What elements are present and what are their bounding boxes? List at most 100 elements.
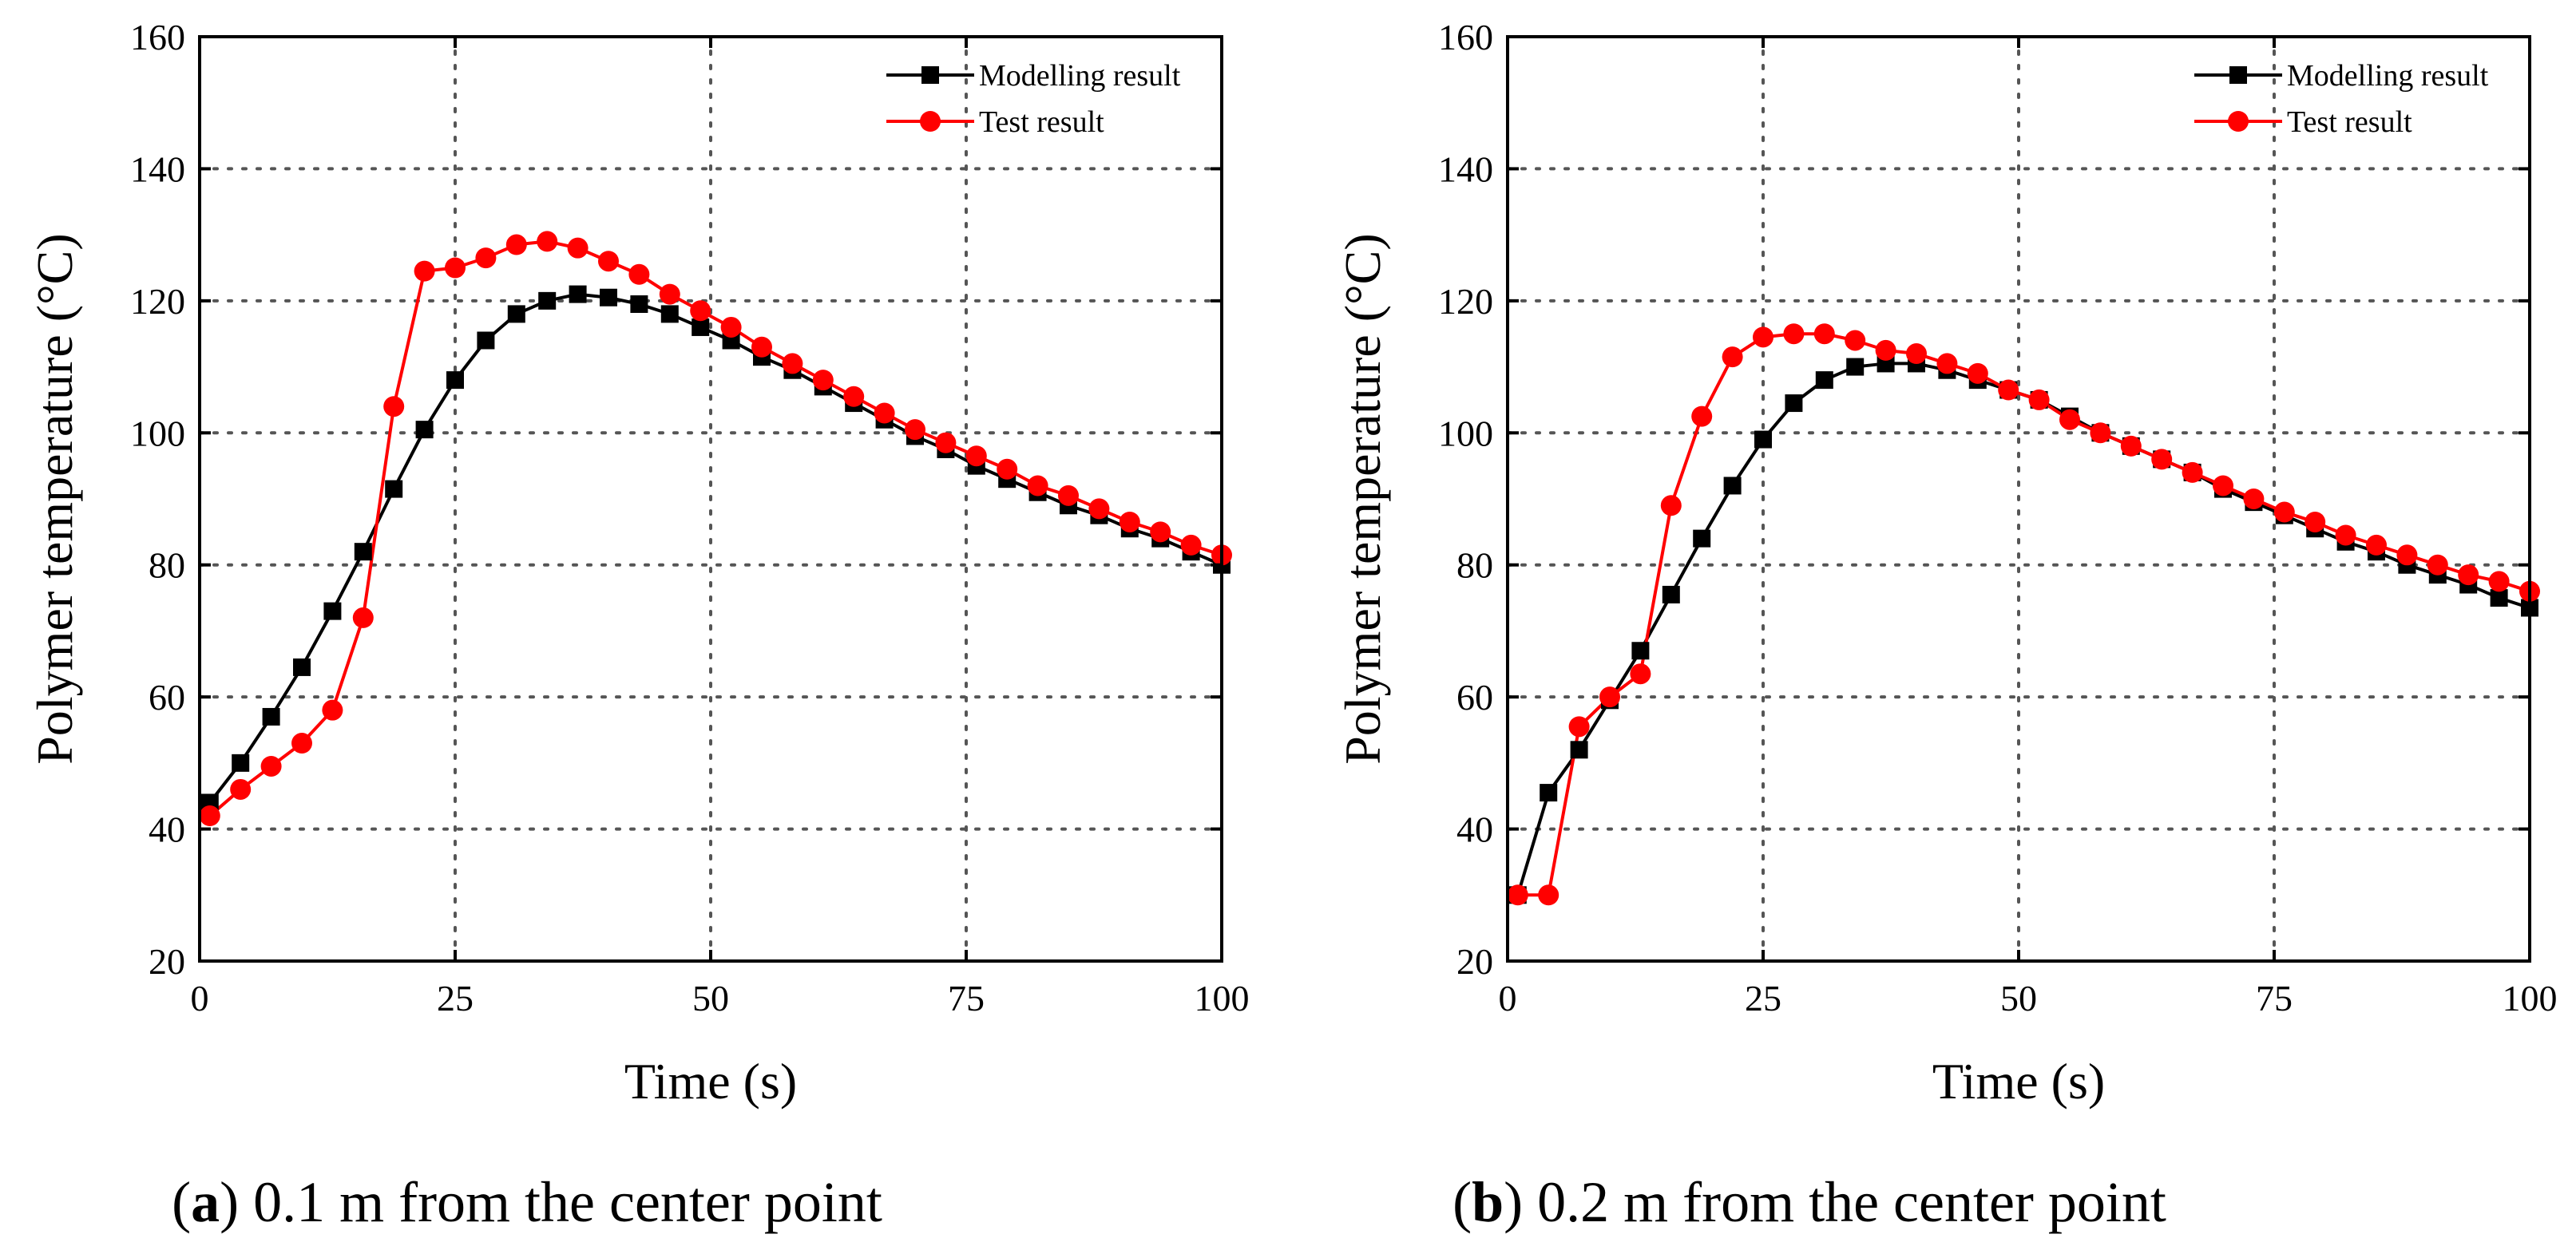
data-point — [2305, 511, 2326, 532]
data-point — [1845, 330, 1866, 351]
data-point — [812, 370, 834, 391]
x-axis-label: Time (s) — [1932, 1053, 2105, 1110]
data-point — [2273, 501, 2295, 523]
y-tick-label: 80 — [1456, 545, 1493, 586]
data-point — [291, 733, 312, 754]
data-point — [1936, 353, 1958, 374]
data-point — [965, 445, 987, 467]
data-point — [262, 707, 280, 726]
y-tick-label: 160 — [1438, 17, 1493, 57]
data-point — [1630, 663, 1651, 685]
gridlines — [1506, 35, 2531, 963]
y-axis-label: Polymer temperature (°C) — [1334, 233, 1391, 764]
data-point — [199, 805, 220, 827]
data-point — [1754, 430, 1772, 449]
data-point — [1180, 534, 1202, 556]
y-tick-label: 20 — [149, 941, 185, 982]
caption-a-text: 0.1 m from the center point — [239, 1170, 882, 1234]
data-point — [322, 699, 343, 721]
data-point — [782, 353, 803, 374]
data-point — [446, 371, 464, 390]
data-point — [1660, 495, 1682, 516]
series-markers-1 — [1507, 323, 2540, 906]
data-point — [2458, 564, 2479, 586]
data-point — [1631, 642, 1650, 660]
data-point — [1119, 511, 1140, 532]
caption-a: (a) 0.1 m from the center point — [172, 1170, 882, 1234]
x-tick-label: 100 — [1195, 978, 1250, 1019]
data-point — [843, 386, 865, 407]
data-point — [1058, 485, 1079, 506]
x-tick-label: 0 — [1499, 978, 1517, 1019]
x-tick-label: 75 — [948, 978, 985, 1019]
x-tick-label: 0 — [191, 978, 209, 1019]
data-point — [1570, 741, 1588, 759]
legend-marker-0 — [921, 66, 939, 84]
data-point — [414, 260, 435, 282]
series-markers-1 — [199, 231, 1232, 827]
data-point — [2213, 475, 2233, 496]
y-axis-label: Polymer temperature (°C) — [26, 233, 83, 764]
data-point — [1967, 362, 1988, 384]
data-point — [475, 247, 497, 269]
data-point — [1783, 323, 1805, 345]
data-point — [1906, 343, 1927, 365]
data-point — [567, 237, 589, 259]
data-point — [505, 234, 527, 255]
data-point — [600, 288, 617, 307]
data-point — [415, 421, 434, 439]
x-tick-label: 50 — [2000, 978, 2037, 1019]
data-point — [354, 543, 372, 561]
caption-b-text: 0.2 m from the center point — [1523, 1170, 2166, 1234]
data-point — [1723, 477, 1742, 495]
data-point — [1693, 529, 1711, 548]
data-point — [569, 285, 587, 303]
y-tick-label: 120 — [1438, 281, 1493, 322]
series-line-1 — [208, 239, 1223, 817]
caption-b-letter: b — [1472, 1170, 1504, 1234]
data-point — [630, 295, 648, 313]
data-point — [1540, 784, 1558, 802]
legend-label-0: Modelling result — [2287, 59, 2489, 93]
y-tick-label: 100 — [130, 413, 185, 453]
data-point — [1599, 686, 1620, 708]
data-point — [323, 602, 342, 620]
data-point — [260, 755, 282, 777]
data-point — [2490, 589, 2508, 607]
legend-marker-1 — [2228, 111, 2249, 132]
data-point — [232, 754, 250, 772]
data-point — [2488, 571, 2510, 592]
data-point — [2120, 435, 2142, 457]
data-point — [352, 607, 374, 628]
data-point — [2335, 524, 2356, 546]
data-point — [690, 300, 711, 322]
data-point — [997, 458, 1018, 480]
data-point — [385, 480, 403, 498]
data-point — [2151, 449, 2173, 470]
caption-b: (b) 0.2 m from the center point — [1452, 1170, 2166, 1234]
y-tick-label: 160 — [130, 17, 185, 57]
legend: Modelling result Test result — [886, 59, 1181, 139]
data-point — [2182, 461, 2203, 483]
data-point — [1785, 394, 1803, 413]
x-tick-label: 50 — [692, 978, 729, 1019]
x-axis-label: Time (s) — [624, 1053, 797, 1110]
panel-a: 0 25 50 75 100 20 40 60 80 100 120 140 160 Time (s) Po… — [26, 17, 1250, 1110]
data-point — [1027, 475, 1048, 496]
panel-b: 0 25 50 75 100 20 40 60 80 100 120 140 160 Time (s) Po… — [1334, 17, 2558, 1110]
data-point — [1691, 405, 1713, 427]
data-point — [293, 658, 311, 676]
data-point — [537, 231, 558, 252]
data-point — [230, 778, 252, 800]
data-point — [659, 283, 680, 305]
data-point — [2059, 409, 2080, 430]
data-point — [2366, 534, 2387, 556]
data-point — [2090, 422, 2111, 444]
data-point — [692, 318, 710, 336]
y-tick-label: 40 — [149, 809, 185, 850]
data-point — [1753, 326, 1773, 348]
y-tick-label: 20 — [1456, 941, 1493, 982]
y-tick-label: 140 — [130, 148, 185, 189]
